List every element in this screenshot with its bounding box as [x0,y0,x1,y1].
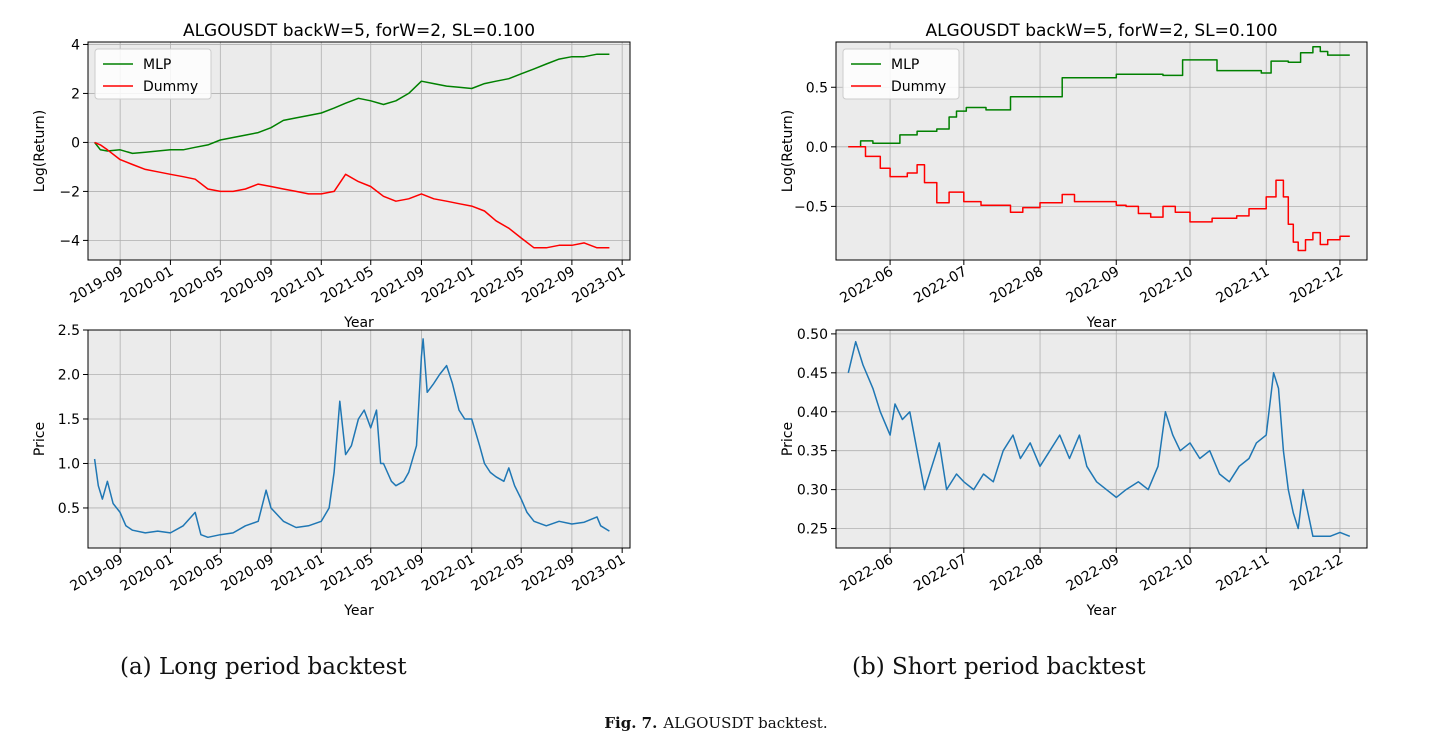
x-tick-label: 2022-07 [911,552,970,595]
x-tick-label: 2021-09 [369,264,428,307]
y-tick-label: 0.0 [806,140,828,156]
x-tick-label: 2021-01 [269,552,328,595]
y-axis-label: Log(Return) [32,110,48,192]
x-tick-label: 2020-05 [168,264,227,307]
y-tick-label: −0.5 [794,199,828,215]
chart-title: ALGOUSDT backW=5, forW=2, SL=0.100 [183,21,535,41]
x-tick-label: 2022-07 [911,264,970,307]
legend-label-dummy: Dummy [143,79,198,95]
x-tick-label: 2021-09 [369,552,428,595]
series-price-line [847,340,1351,538]
plot-area [836,330,1367,548]
short-price-chart: 0.25 0.30 0.35 0.40 0.45 0.50 2022-06 2022-07 20… [780,327,1368,619]
series-dummy-line [94,141,610,249]
axes-frame [835,329,1368,549]
x-axis-label: Year [1086,315,1117,331]
x-tick-label: 2022-10 [1137,552,1196,595]
y-tick-label: 2.5 [58,323,80,339]
figure-caption-text: ALGOUSDT backtest. [663,714,828,732]
series-dummy-line [848,146,1350,252]
x-tick-label: 2022-09 [1064,552,1123,595]
x-tick-label: 2022-12 [1287,264,1346,307]
x-tick-label: 2020-09 [218,552,277,595]
x-tick-label: 2022-12 [1287,552,1346,595]
legend-label-mlp: MLP [891,57,919,73]
legend-label-mlp: MLP [143,57,171,73]
y-tick-label: 0.40 [797,405,828,421]
x-tick-label: 2019-09 [67,552,126,595]
x-tick-label: 2022-08 [987,552,1046,595]
plot-area [88,330,630,548]
x-tick-label: 2022-08 [987,264,1046,307]
x-tick-label: 2020-09 [218,264,277,307]
x-tick-label: 2021-05 [318,264,377,307]
y-axis-label: Log(Return) [780,110,796,192]
axes-frame [87,41,631,261]
x-tick-label: 2022-06 [837,264,896,307]
subcaption-a: (a) Long period backtest [120,654,407,680]
x-axis-label: Year [1086,603,1117,619]
figure-canvas: −4−20242019-092020-012020-052020-092021-… [32,21,1368,619]
y-tick-label: 0.5 [58,501,80,517]
y-tick-label: 1.5 [58,412,80,428]
legend: MLP Dummy [842,48,960,100]
x-tick-label: 2022-10 [1137,264,1196,307]
x-tick-label: 2023-01 [570,552,629,595]
chart-title: ALGOUSDT backW=5, forW=2, SL=0.100 [925,21,1277,41]
x-tick-label: 2022-05 [469,552,528,595]
x-tick-label: 2019-09 [67,264,126,307]
y-tick-label: 0 [71,135,80,151]
figure-caption: Fig. 7. ALGOUSDT backtest. [0,714,1432,732]
x-tick-label: 2023-01 [570,264,629,307]
axes-frame [835,41,1368,261]
y-axis-label: Price [780,422,796,456]
x-tick-label: 2020-01 [118,552,177,595]
y-tick-label: 0.25 [797,522,828,538]
x-axis-label: Year [343,603,374,619]
y-tick-label: 0.35 [797,444,828,460]
x-tick-label: 2022-09 [519,264,578,307]
y-tick-label: 0.50 [797,327,828,343]
x-tick-label: 2022-01 [419,552,478,595]
legend: MLP Dummy [94,48,212,100]
long-price-chart: 0.5 1.0 1.5 2.0 2.5 2019-092020-012020-052020… [32,323,631,619]
axes-frame [87,329,631,549]
x-tick-label: 2022-11 [1214,552,1273,595]
series-mlp-line [94,53,610,155]
y-tick-label: 2 [71,86,80,102]
short-return-chart: −0.5 0.0 0.5 2022-06 2022-07 2022-08 2022-09 20… [780,21,1368,331]
subcaption-b: (b) Short period backtest [852,654,1146,680]
x-tick-label: 2021-01 [269,264,328,307]
x-tick-label: 2022-05 [469,264,528,307]
y-tick-label: 1.0 [58,456,80,472]
x-tick-label: 2022-06 [837,552,896,595]
x-axis-label: Year [343,315,374,331]
series-price-line [93,338,610,539]
y-tick-label: 0.5 [806,80,828,96]
y-tick-label: −2 [59,184,80,200]
y-tick-label: 0.30 [797,483,828,499]
figure-label: Fig. 7. [604,714,658,732]
x-tick-label: 2022-11 [1214,264,1273,307]
y-tick-label: −4 [59,233,80,249]
x-tick-label: 2021-05 [318,552,377,595]
x-tick-label: 2022-01 [419,264,478,307]
y-tick-label: 0.45 [797,366,828,382]
y-axis-label: Price [32,422,48,456]
x-tick-label: 2022-09 [519,552,578,595]
x-tick-label: 2020-05 [168,552,227,595]
x-tick-label: 2022-09 [1064,264,1123,307]
long-return-chart: −4−20242019-092020-012020-052020-092021-… [32,21,631,331]
legend-label-dummy: Dummy [891,79,946,95]
y-tick-label: 4 [71,37,80,53]
series-mlp-line [848,46,1350,148]
x-tick-label: 2020-01 [118,264,177,307]
y-tick-label: 2.0 [58,367,80,383]
